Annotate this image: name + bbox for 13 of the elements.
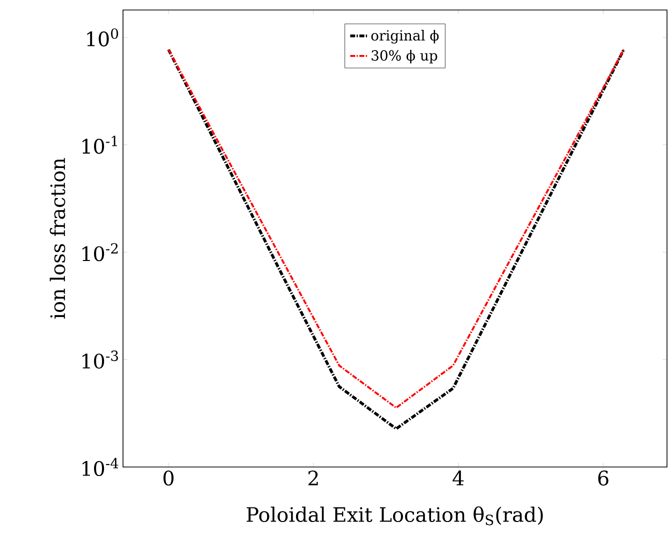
x-tick-label: 4 [452, 470, 464, 486]
y-tick-label: 10$^{-4}$ [82, 458, 118, 476]
y-axis-title: ion loss fraction [50, 158, 66, 319]
x-tick-label: 2 [308, 470, 318, 486]
y-tick-label: 10$^{-2}$ [82, 243, 118, 262]
y-tick-label: 10$^{-1}$ [82, 136, 118, 154]
y-tick-label: 10$^{0}$ [87, 28, 118, 46]
x-tick-label: 6 [598, 470, 608, 486]
legend-label: original ϕ [371, 30, 439, 44]
legend-label: 30% ϕ up [372, 50, 438, 64]
x-axis-title: Poloidal Exit Location θ$_{S}$(rad) [246, 506, 543, 526]
x-tick-label: 0 [163, 470, 174, 486]
y-tick-label: 10$^{-3}$ [82, 350, 118, 369]
